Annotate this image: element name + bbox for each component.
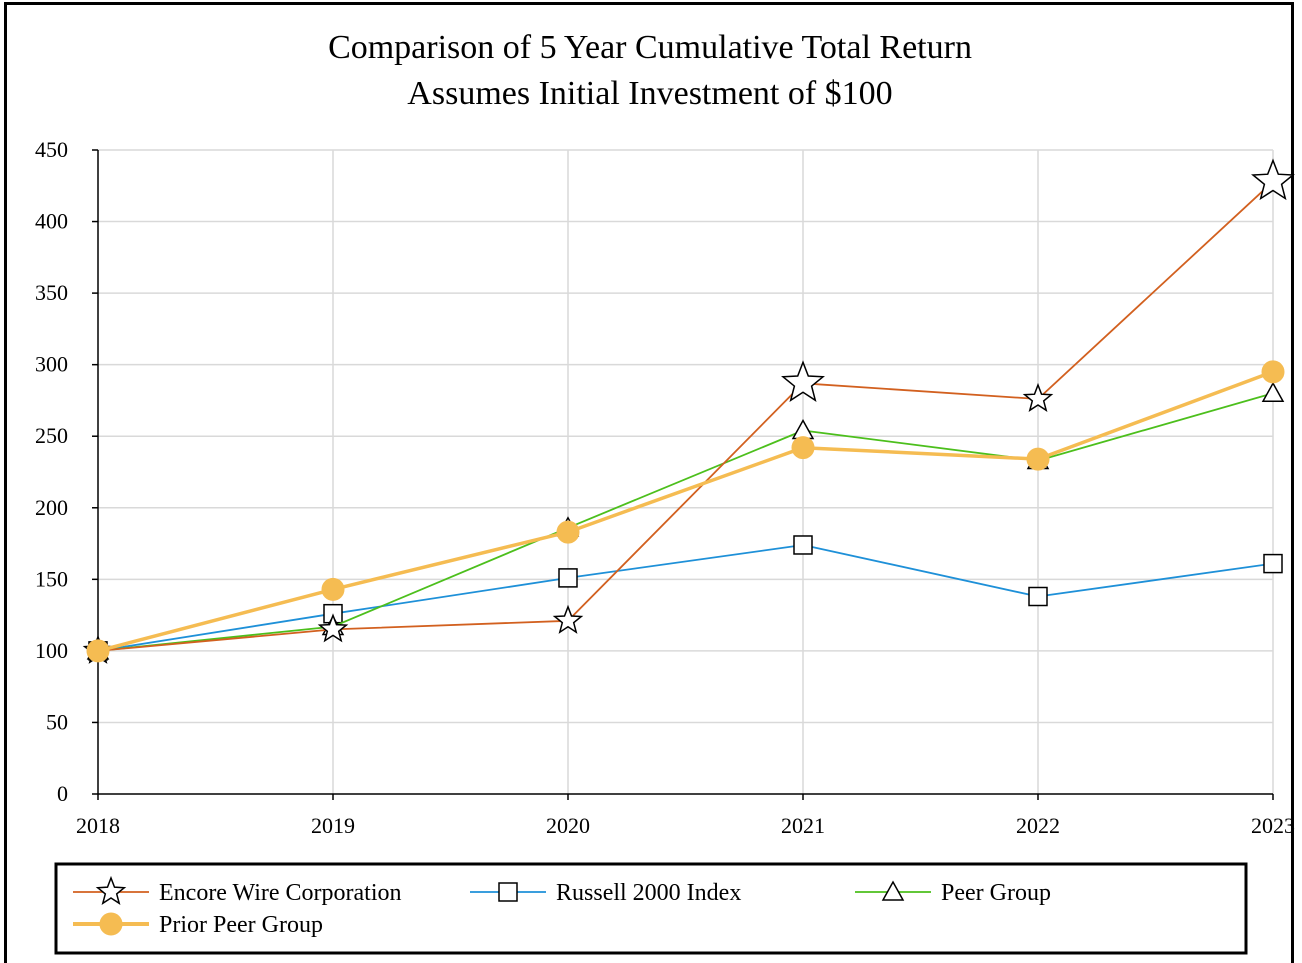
legend-label: Russell 2000 Index (556, 880, 741, 906)
series-line (97, 180, 1274, 652)
legend-label: Peer Group (941, 880, 1051, 906)
data-point (321, 577, 345, 601)
legend-marker (498, 882, 518, 902)
y-tick-label: 300 (35, 352, 68, 377)
data-point (1022, 382, 1054, 412)
y-tick-label: 200 (35, 495, 68, 520)
y-tick-label: 350 (35, 280, 68, 305)
y-tick-label: 400 (35, 209, 68, 234)
chart-frame (4, 2, 1294, 963)
gridlines (98, 149, 1274, 794)
data-point (1028, 586, 1048, 607)
legend-marker (95, 875, 127, 905)
legend-item: Encore Wire Corporation (73, 875, 402, 906)
series-line (97, 370, 1274, 653)
legend-box (54, 862, 1248, 955)
y-tick-label: 150 (35, 566, 68, 591)
y-tick-label: 450 (35, 137, 68, 162)
legend-marker (99, 912, 123, 936)
x-tick-label: 2019 (311, 813, 355, 838)
chart-subtitle: Assumes Initial Investment of $100 (407, 75, 892, 112)
data-point (556, 520, 580, 544)
data-point (791, 418, 815, 440)
legend-marker (881, 880, 905, 901)
chart-title: Comparison of 5 Year Cumulative Total Re… (328, 29, 972, 66)
x-axis-ticks: 2018 2019 2020 2021 2022 2023 (76, 813, 1295, 838)
series-russell-2000-index (88, 535, 1283, 661)
data-point (781, 360, 825, 402)
y-tick-label: 50 (46, 709, 68, 734)
x-tick-label: 2018 (76, 813, 120, 838)
series-line (97, 544, 1274, 652)
legend-item: Peer Group (855, 880, 1051, 906)
x-tick-label: 2023 (1251, 813, 1295, 838)
data-point (1251, 158, 1295, 201)
x-tick-label: 2020 (546, 813, 590, 838)
legend-label: Prior Peer Group (159, 912, 323, 938)
y-axis-ticks: 0 50 100 150 200 250 300 350 400 450 (35, 137, 68, 806)
x-tick-label: 2022 (1016, 813, 1060, 838)
data-point (86, 639, 110, 663)
y-tick-label: 100 (35, 638, 68, 663)
legend-item: Russell 2000 Index (470, 880, 741, 906)
data-point (1261, 381, 1285, 403)
data-point (793, 535, 813, 555)
data-point (558, 568, 578, 588)
series-line (97, 392, 1274, 652)
data-point (1026, 447, 1050, 471)
legend-item: Prior Peer Group (73, 912, 323, 938)
data-point (791, 436, 815, 460)
legend-label: Encore Wire Corporation (159, 880, 402, 906)
legend: Encore Wire Corporation Russell 2000 Inde… (54, 862, 1248, 955)
series-peer-group (86, 381, 1285, 660)
y-tick-label: 250 (35, 423, 68, 448)
series-prior-peer-group (86, 360, 1285, 663)
series-layer (82, 158, 1295, 664)
data-point (1261, 360, 1285, 384)
data-point (317, 613, 349, 643)
axes (92, 149, 1274, 800)
data-point (552, 604, 584, 634)
data-point (1263, 553, 1283, 574)
y-tick-label: 0 (57, 781, 68, 806)
x-tick-label: 2021 (781, 813, 825, 838)
